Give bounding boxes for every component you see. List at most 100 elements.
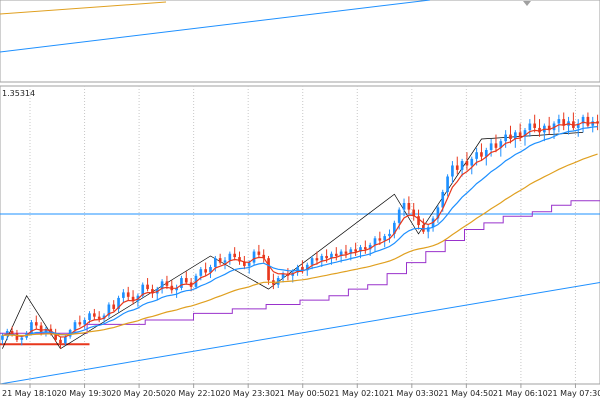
candle-body [378, 238, 382, 241]
candle-body [233, 253, 237, 258]
candle-body [397, 209, 401, 223]
candle-body [402, 202, 406, 210]
candles [1, 112, 599, 349]
moving-averages [2, 121, 598, 338]
candle-body [175, 287, 178, 291]
candle-body [591, 121, 595, 126]
candle-body [388, 233, 391, 237]
candle-body [199, 269, 203, 276]
candle-body [34, 322, 38, 326]
candle-body [252, 251, 256, 263]
candle-body [301, 267, 304, 271]
candle-body [54, 333, 57, 340]
candle-body [489, 143, 493, 151]
candle-body [262, 254, 266, 259]
x-tick-label: 20 May 19:30 [57, 389, 112, 398]
indicator-line-blue [0, 0, 431, 53]
x-tick-label: 21 May 07:30 [547, 389, 600, 398]
x-tick-label: 21 May 04:50 [438, 389, 493, 398]
ema-slow-line [2, 153, 598, 337]
candle-body [451, 165, 454, 177]
candle-body [20, 337, 24, 340]
ema-fast-line [2, 121, 598, 338]
grid [29, 86, 576, 384]
candle-body [257, 251, 261, 255]
candle-body [213, 258, 217, 268]
candle-body [73, 322, 77, 330]
candle-body [15, 333, 19, 340]
candle-body [315, 258, 319, 261]
candle-body [209, 267, 212, 273]
x-tick-label: 21 May 02:10 [329, 389, 384, 398]
candle-body [470, 158, 474, 166]
candle-body [97, 316, 101, 319]
candle-body [325, 255, 328, 259]
candle-body [441, 191, 445, 208]
candle-body [557, 119, 561, 124]
candle-body [339, 251, 343, 256]
triangle-down-icon[interactable] [523, 1, 531, 6]
candle-body [223, 260, 227, 263]
candle-body [407, 202, 411, 210]
candle-body [276, 278, 280, 285]
candle-body [581, 116, 585, 124]
candle-body [39, 325, 43, 333]
candle-body [122, 292, 125, 298]
candle-body [586, 116, 590, 126]
indicator-value-label: 1.35314 [2, 89, 35, 98]
candle-body [281, 273, 285, 279]
overlays [0, 132, 600, 385]
ema-mid-line [2, 126, 598, 337]
candle-body [354, 249, 357, 252]
candle-body [373, 238, 377, 245]
candle-body [238, 257, 241, 262]
indicator-pane: 1.35314 [0, 0, 600, 98]
candle-body [68, 329, 72, 337]
candle-body [576, 123, 580, 128]
indicator-line-gold [0, 1, 167, 15]
candle-body [547, 125, 551, 131]
candle-body [88, 313, 91, 320]
candle-body [533, 123, 537, 128]
candle-body [417, 216, 420, 226]
candle-body [523, 130, 527, 137]
candle-body [480, 152, 483, 157]
main-pane [0, 85, 600, 385]
candle-body [484, 150, 488, 157]
candle-body [218, 258, 222, 263]
candle-body [296, 267, 299, 273]
indicator-pane-frame [0, 0, 600, 83]
x-tick-label: 21 May 03:30 [384, 389, 439, 398]
candle-body [412, 209, 416, 217]
candle-body [320, 255, 324, 261]
candle-body [102, 315, 106, 319]
candle-body [180, 278, 183, 288]
candle-body [436, 207, 440, 219]
candle-body [107, 304, 111, 316]
candle-body [10, 331, 14, 334]
candle-body [112, 304, 116, 309]
candle-body [44, 328, 48, 333]
candle-body [509, 134, 512, 139]
candle-body [310, 258, 314, 265]
candle-body [528, 123, 532, 131]
candle-body [30, 322, 33, 334]
candle-body [204, 269, 207, 273]
candle-body [78, 322, 82, 325]
candle-body [146, 284, 149, 290]
candle-body [165, 281, 169, 286]
candle-body [513, 132, 517, 139]
candle-body [518, 132, 522, 137]
candle-body [460, 161, 464, 170]
candle-body [455, 165, 459, 170]
candle-body [538, 127, 541, 133]
x-tick-label: 20 May 22:10 [166, 389, 221, 398]
x-tick-label: 20 May 20:50 [111, 389, 166, 398]
candle-body [228, 253, 232, 261]
candle-body [368, 244, 372, 250]
candle-body [359, 247, 362, 252]
candle-body [126, 292, 130, 297]
candle-body [131, 296, 135, 302]
candle-body [383, 236, 387, 241]
